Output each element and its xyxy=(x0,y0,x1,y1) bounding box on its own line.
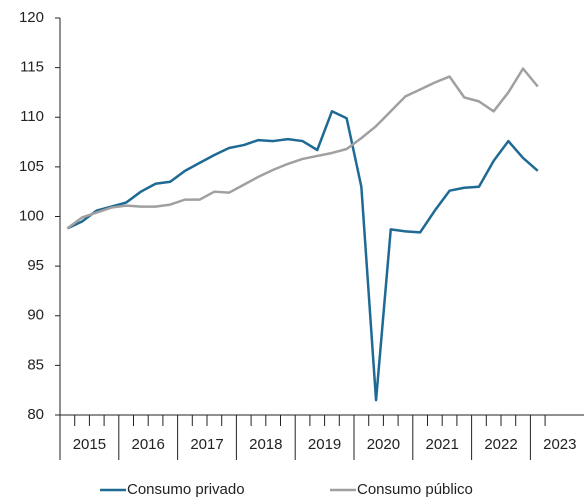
y-tick-label: 110 xyxy=(20,108,44,125)
y-tick-label: 120 xyxy=(19,9,44,26)
y-tick-label: 105 xyxy=(19,158,44,175)
series-line xyxy=(66,110,539,402)
y-tick-label: 95 xyxy=(27,257,44,274)
x-group-label: 2015 xyxy=(73,436,106,453)
x-group-label: 2020 xyxy=(367,436,400,453)
legend-label: Consumo público xyxy=(357,481,473,498)
x-group-label: 2023 xyxy=(543,436,576,453)
y-tick-label: 85 xyxy=(27,356,44,373)
x-group-label: 2018 xyxy=(249,436,282,453)
x-group-label: 2017 xyxy=(190,436,223,453)
y-tick-label: 100 xyxy=(19,207,44,224)
legend-label: Consumo privado xyxy=(127,481,245,498)
x-group-label: 2016 xyxy=(132,436,165,453)
series-line xyxy=(66,67,539,230)
y-tick-label: 80 xyxy=(27,406,44,423)
x-group-label: 2021 xyxy=(426,436,459,453)
y-tick-label: 90 xyxy=(27,307,44,324)
x-group-label: 2022 xyxy=(484,436,517,453)
x-group-label: 2019 xyxy=(308,436,341,453)
y-tick-label: 115 xyxy=(20,59,44,76)
